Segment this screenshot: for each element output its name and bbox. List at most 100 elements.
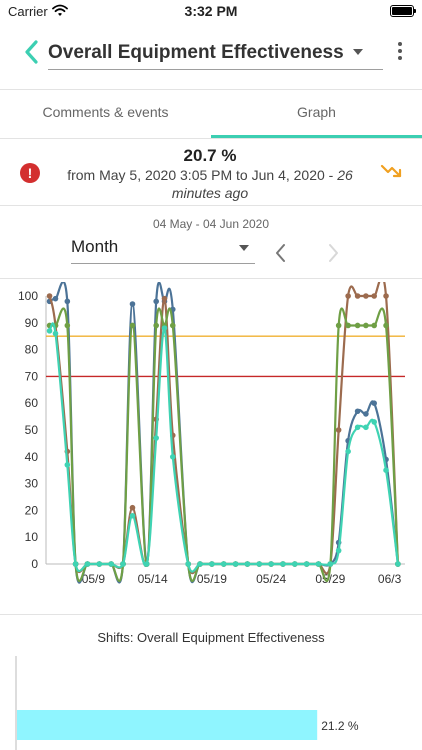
data-point xyxy=(52,330,59,337)
data-point xyxy=(383,467,389,473)
data-point xyxy=(46,293,53,299)
period-selected-value: Month xyxy=(71,237,119,256)
data-point xyxy=(209,561,215,567)
shift-chart-title: Shifts: Overall Equipment Effectiveness xyxy=(97,630,325,645)
data-point xyxy=(129,504,136,511)
data-point xyxy=(64,298,71,305)
data-point xyxy=(303,561,310,567)
divider xyxy=(0,89,422,90)
more-options-button[interactable] xyxy=(390,40,410,64)
tab-graph[interactable]: Graph xyxy=(297,104,336,120)
data-point xyxy=(371,400,377,406)
data-point xyxy=(185,561,191,567)
data-point xyxy=(371,419,377,425)
data-point xyxy=(129,322,136,329)
data-point xyxy=(395,561,401,567)
data-point xyxy=(335,547,342,554)
y-tick-label: 40 xyxy=(25,450,39,464)
data-point xyxy=(268,561,274,567)
divider xyxy=(0,138,422,139)
data-point xyxy=(315,561,322,567)
period-range-label: 04 May - 04 Jun 2020 xyxy=(152,217,270,231)
x-tick-label: 06/3 xyxy=(378,572,402,586)
data-point xyxy=(345,293,351,299)
data-point xyxy=(383,322,389,329)
data-point xyxy=(371,293,377,299)
data-point xyxy=(345,322,351,329)
tab-comments-events[interactable]: Comments & events xyxy=(42,104,169,120)
data-point xyxy=(371,322,377,329)
divider xyxy=(0,205,422,206)
divider xyxy=(0,614,422,615)
data-point xyxy=(220,561,227,567)
data-point xyxy=(363,411,369,417)
data-point xyxy=(280,561,286,567)
shift-bar-label: 21.2 % xyxy=(321,719,359,733)
data-point xyxy=(354,322,361,329)
series-line xyxy=(49,307,399,583)
data-point xyxy=(335,322,342,329)
data-point xyxy=(52,295,59,302)
kpi-selector[interactable]: Overall Equipment Effectiveness xyxy=(48,34,383,70)
active-tab-indicator xyxy=(211,135,422,138)
x-tick-label: 05/9 xyxy=(82,572,106,586)
chevron-down-icon xyxy=(239,245,249,251)
y-tick-label: 60 xyxy=(25,396,39,410)
data-point xyxy=(244,561,251,567)
y-tick-label: 90 xyxy=(25,316,39,330)
alert-icon: ! xyxy=(20,163,40,183)
next-period-button[interactable] xyxy=(324,242,342,264)
data-point xyxy=(169,454,176,460)
data-point xyxy=(153,298,159,305)
data-point xyxy=(64,322,71,329)
data-point xyxy=(345,448,351,455)
data-point xyxy=(143,561,150,567)
data-point xyxy=(129,301,136,307)
kpi-period-text: from May 5, 2020 3:05 PM to Jun 4, 2020 … xyxy=(60,166,360,202)
data-point xyxy=(197,561,203,567)
data-point xyxy=(363,293,369,299)
data-point xyxy=(335,427,342,433)
shift-bar-chart: 21.2 % xyxy=(15,656,359,750)
back-button[interactable] xyxy=(20,38,44,66)
battery-icon xyxy=(390,5,416,17)
y-tick-label: 50 xyxy=(25,423,39,437)
kpi-summary: ! 20.7 % from May 5, 2020 3:05 PM to Jun… xyxy=(0,139,422,205)
page-title: Overall Equipment Effectiveness xyxy=(48,42,344,63)
data-point xyxy=(120,561,126,567)
data-point xyxy=(153,435,159,441)
data-point xyxy=(354,293,361,299)
trend-down-icon xyxy=(380,164,402,178)
x-tick-label: 05/19 xyxy=(197,572,227,586)
data-point xyxy=(292,561,298,567)
kpi-range-text: from May 5, 2020 3:05 PM to Jun 4, 2020 … xyxy=(67,167,338,183)
data-point xyxy=(232,561,239,567)
kpi-ago-text: 26 minutes ago xyxy=(171,167,353,201)
x-tick-label: 05/14 xyxy=(138,572,168,586)
app-header: Overall Equipment Effectiveness xyxy=(0,30,422,74)
y-tick-label: 80 xyxy=(25,343,39,357)
y-tick-label: 30 xyxy=(25,477,39,491)
data-point xyxy=(84,561,91,567)
data-point xyxy=(161,325,168,331)
tab-bar: Comments & events Graph xyxy=(0,90,422,138)
data-point xyxy=(354,424,361,431)
y-tick-label: 70 xyxy=(25,369,39,383)
data-point xyxy=(363,322,369,329)
previous-period-button[interactable] xyxy=(272,242,290,264)
y-tick-label: 100 xyxy=(18,289,38,303)
status-bar: Carrier 3:32 PM xyxy=(0,0,422,24)
data-point xyxy=(108,561,114,567)
x-tick-label: 05/24 xyxy=(256,572,286,586)
data-point xyxy=(129,512,136,519)
data-point xyxy=(169,322,176,329)
x-tick-label: 05/29 xyxy=(315,572,345,586)
y-tick-label: 20 xyxy=(25,503,39,517)
oee-line-chart: 0 10 20 30 40 50 60 70 80 90 100 05/9 05/14 05/19 05/2… xyxy=(18,282,405,586)
data-point xyxy=(354,408,361,415)
period-selector[interactable]: Month xyxy=(71,234,255,264)
data-point xyxy=(383,293,389,299)
data-point xyxy=(46,328,53,334)
kpi-value: 20.7 % xyxy=(183,146,237,165)
